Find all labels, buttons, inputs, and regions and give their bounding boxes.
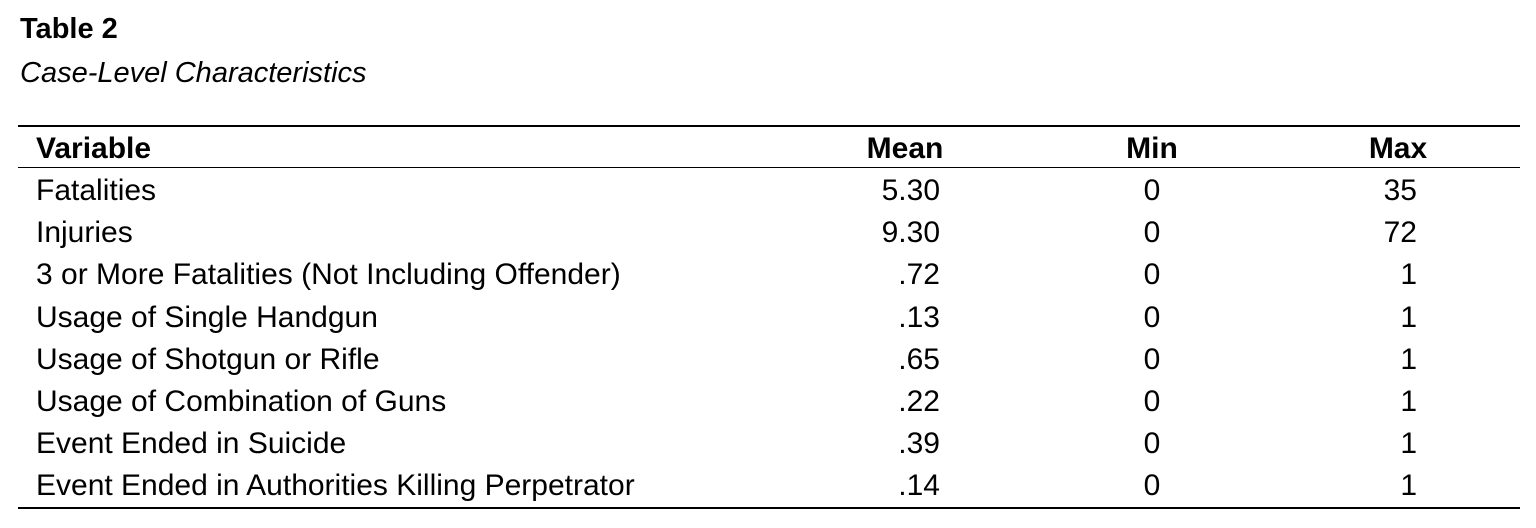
cell-value: 35 (1383, 174, 1417, 207)
cell-value: .39 (898, 427, 940, 461)
row-label: Event Ended in Suicide (36, 427, 347, 461)
cell-value: 1 (1400, 342, 1417, 376)
table-subtitle: Case-Level Characteristics (20, 57, 367, 89)
cell-value: 5.30 (881, 174, 940, 207)
row-label: Usage of Combination of Guns (36, 385, 447, 418)
column-header: Min (1126, 132, 1178, 165)
cell-value: .14 (898, 469, 940, 503)
row-label: Usage of Shotgun or Rifle (36, 342, 380, 376)
cell-value: 1 (1400, 469, 1417, 503)
cell-value: 9.30 (881, 216, 940, 250)
cell-value: 0 (1143, 216, 1161, 250)
cell-value: 0 (1143, 385, 1161, 418)
cell-value: 0 (1143, 427, 1161, 461)
cell-value: 72 (1383, 216, 1417, 250)
row-label: Fatalities (36, 174, 157, 207)
cell-value: 0 (1143, 469, 1161, 503)
column-header: Variable (36, 132, 152, 165)
cell-value: 0 (1143, 342, 1161, 376)
column-header: Max (1368, 132, 1428, 165)
cell-value: 0 (1143, 258, 1161, 292)
cell-value: 0 (1143, 300, 1161, 334)
cell-value: .22 (898, 385, 940, 418)
row-label: Event Ended in Authorities Killing Perpe… (36, 469, 635, 503)
column-header: Mean (866, 132, 944, 165)
cell-value: .13 (898, 300, 940, 334)
cell-value: .65 (898, 342, 940, 376)
bottom-rule (18, 507, 1520, 509)
table-title: Table 2 (20, 13, 118, 45)
cell-value: 0 (1143, 174, 1161, 207)
cell-value: 1 (1400, 300, 1417, 334)
cell-value: .72 (898, 258, 940, 292)
cell-value: 1 (1400, 258, 1417, 292)
row-label: Usage of Single Handgun (36, 300, 378, 334)
cell-value: 1 (1400, 385, 1417, 418)
row-label: Injuries (36, 216, 133, 250)
top-rule (18, 125, 1520, 127)
header-rule (18, 167, 1520, 168)
row-label: 3 or More Fatalities (Not Including Offe… (36, 258, 621, 292)
cell-value: 1 (1400, 427, 1417, 461)
